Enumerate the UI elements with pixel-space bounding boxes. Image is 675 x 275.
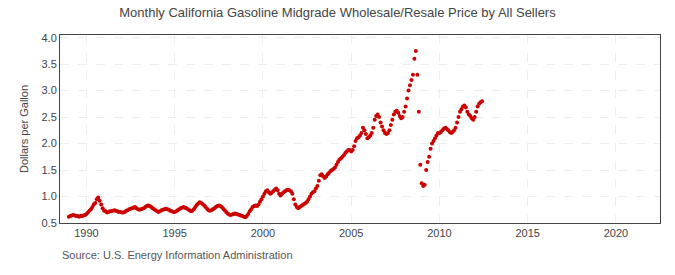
svg-text:2000: 2000 <box>251 227 275 239</box>
svg-text:2020: 2020 <box>604 227 628 239</box>
svg-text:1995: 1995 <box>162 227 186 239</box>
svg-text:2005: 2005 <box>339 227 363 239</box>
svg-text:0.5: 0.5 <box>42 217 57 229</box>
svg-text:2015: 2015 <box>515 227 539 239</box>
svg-text:4.0: 4.0 <box>42 32 57 44</box>
svg-text:1.0: 1.0 <box>42 190 57 202</box>
svg-text:Source: U.S. Energy Informatio: Source: U.S. Energy Information Administ… <box>62 249 293 261</box>
svg-text:3.0: 3.0 <box>42 84 57 96</box>
svg-text:2.0: 2.0 <box>42 137 57 149</box>
svg-text:1.5: 1.5 <box>42 164 57 176</box>
svg-text:Dollars per Gallon: Dollars per Gallon <box>18 85 30 173</box>
svg-text:2010: 2010 <box>427 227 451 239</box>
svg-text:2.5: 2.5 <box>42 111 57 123</box>
svg-text:3.5: 3.5 <box>42 58 57 70</box>
svg-text:1990: 1990 <box>74 227 98 239</box>
svg-text:Monthly California Gasoline Mi: Monthly California Gasoline Midgrade Who… <box>119 5 556 20</box>
